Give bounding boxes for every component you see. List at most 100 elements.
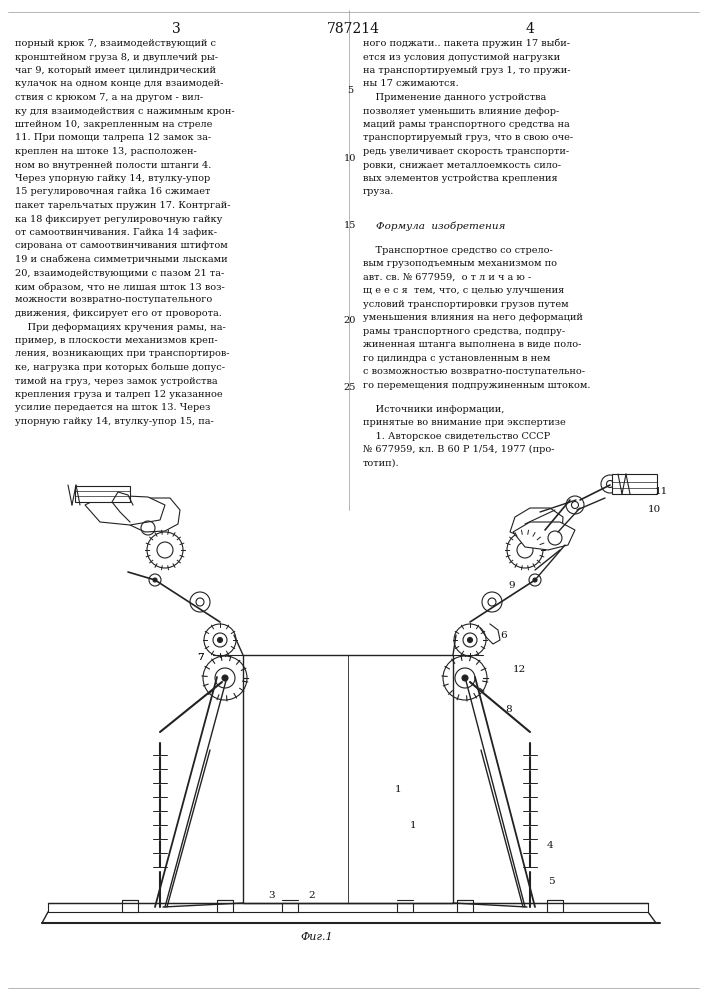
Text: Транспортное средство со стрело-: Транспортное средство со стрело-: [363, 246, 553, 255]
Text: пакет тарельчатых пружин 17. Контргай-: пакет тарельчатых пружин 17. Контргай-: [15, 201, 230, 210]
Text: тимой на груз, через замок устройства: тимой на груз, через замок устройства: [15, 376, 218, 385]
Text: усилие передается на шток 13. Через: усилие передается на шток 13. Через: [15, 403, 211, 412]
Text: 11: 11: [655, 488, 668, 496]
Text: 10: 10: [648, 506, 661, 514]
Text: 787214: 787214: [327, 22, 380, 36]
Bar: [122, 900, 138, 912]
Text: крепления груза и талреп 12 указанное: крепления груза и талреп 12 указанное: [15, 390, 223, 399]
Text: вым грузоподъемным механизмом по: вым грузоподъемным механизмом по: [363, 259, 557, 268]
Text: на транспортируемый груз 1, то пружи-: на транспортируемый груз 1, то пружи-: [363, 66, 571, 75]
Text: 3: 3: [268, 890, 274, 900]
Circle shape: [467, 638, 472, 643]
Text: 7: 7: [197, 654, 204, 662]
Circle shape: [218, 638, 223, 643]
Text: чаг 9, который имеет цилиндрический: чаг 9, который имеет цилиндрический: [15, 66, 216, 75]
Text: 12: 12: [513, 666, 526, 674]
Circle shape: [153, 578, 157, 582]
Text: ка 18 фиксирует регулировочную гайку: ка 18 фиксирует регулировочную гайку: [15, 215, 223, 224]
Bar: [282, 900, 298, 912]
Text: 20: 20: [344, 316, 356, 325]
Text: 6: 6: [500, 631, 507, 640]
Polygon shape: [85, 495, 165, 525]
Text: щ е е с я  тем, что, с целью улучшения: щ е е с я тем, что, с целью улучшения: [363, 286, 564, 295]
Text: 19 и снабжена симметричными лысками: 19 и снабжена симметричными лысками: [15, 255, 228, 264]
Bar: [547, 900, 563, 912]
Text: ления, возникающих при транспортиров-: ления, возникающих при транспортиров-: [15, 350, 230, 359]
Text: тотип).: тотип).: [363, 459, 399, 468]
Text: принятые во внимание при экспертизе: принятые во внимание при экспертизе: [363, 418, 566, 427]
Text: 1: 1: [410, 820, 416, 830]
Text: ного поджати.. пакета пружин 17 выби-: ного поджати.. пакета пружин 17 выби-: [363, 39, 570, 48]
Text: 3: 3: [172, 22, 180, 36]
Text: от самоотвинчивания. Гайка 14 зафик-: от самоотвинчивания. Гайка 14 зафик-: [15, 228, 217, 237]
Circle shape: [222, 675, 228, 681]
Text: 4: 4: [525, 22, 534, 36]
Text: 1. Авторское свидетельство СССР: 1. Авторское свидетельство СССР: [363, 432, 550, 441]
Polygon shape: [42, 912, 656, 923]
Text: 4: 4: [547, 840, 554, 850]
Text: штейном 10, закрепленным на стреле: штейном 10, закрепленным на стреле: [15, 120, 212, 129]
Text: 5: 5: [347, 86, 353, 95]
Text: 10: 10: [344, 154, 356, 163]
Text: креплен на штоке 13, расположен-: креплен на штоке 13, расположен-: [15, 147, 197, 156]
Text: с возможностью возвратно-поступательно-: с возможностью возвратно-поступательно-: [363, 367, 585, 376]
Text: пример, в плоскости механизмов креп-: пример, в плоскости механизмов креп-: [15, 336, 218, 345]
Text: позволяет уменьшить влияние дефор-: позволяет уменьшить влияние дефор-: [363, 106, 559, 115]
Text: 20, взаимодействующими с пазом 21 та-: 20, взаимодействующими с пазом 21 та-: [15, 268, 224, 277]
Bar: [75, 486, 130, 502]
Text: 2: 2: [308, 890, 315, 900]
Text: Через упорную гайку 14, втулку-упор: Через упорную гайку 14, втулку-упор: [15, 174, 210, 183]
Text: рамы транспортного средства, подпру-: рамы транспортного средства, подпру-: [363, 327, 565, 336]
Text: ровки, снижает металлоемкость сило-: ровки, снижает металлоемкость сило-: [363, 160, 561, 169]
Text: сирована от самоотвинчивания штифтом: сирована от самоотвинчивания штифтом: [15, 241, 228, 250]
Text: редь увеличивает скорость транспорти-: редь увеличивает скорость транспорти-: [363, 147, 569, 156]
Text: ким образом, что не лишая шток 13 воз-: ким образом, что не лишая шток 13 воз-: [15, 282, 225, 292]
Text: ку для взаимодействия с нажимным крон-: ку для взаимодействия с нажимным крон-: [15, 106, 235, 115]
Bar: [457, 900, 473, 912]
Text: авт. св. № 677959,  о т л и ч а ю -: авт. св. № 677959, о т л и ч а ю -: [363, 273, 531, 282]
Text: кронштейном груза 8, и двуплечий ры-: кронштейном груза 8, и двуплечий ры-: [15, 52, 218, 62]
Bar: [612, 474, 657, 494]
Polygon shape: [513, 522, 575, 550]
Text: № 677959, кл. В 60 Р 1/54, 1977 (про-: № 677959, кл. В 60 Р 1/54, 1977 (про-: [363, 445, 554, 454]
Bar: [243, 655, 453, 903]
Bar: [397, 900, 413, 912]
Text: ствия с крюком 7, а на другом - вил-: ствия с крюком 7, а на другом - вил-: [15, 93, 203, 102]
Circle shape: [533, 578, 537, 582]
Polygon shape: [510, 508, 563, 538]
Text: Применение данного устройства: Применение данного устройства: [363, 93, 547, 102]
Text: го перемещения подпружиненным штоком.: го перемещения подпружиненным штоком.: [363, 381, 590, 390]
Text: Фиг.1: Фиг.1: [300, 932, 332, 942]
Text: 5: 5: [548, 878, 554, 886]
Bar: [48, 903, 648, 912]
Text: кулачок на одном конце для взаимодей-: кулачок на одном конце для взаимодей-: [15, 80, 223, 89]
Text: условий транспортировки грузов путем: условий транспортировки грузов путем: [363, 300, 568, 309]
Text: транспортируемый груз, что в свою оче-: транспортируемый груз, что в свою оче-: [363, 133, 573, 142]
Text: можности возвратно-поступательного: можности возвратно-поступательного: [15, 296, 212, 304]
Text: жиненная штанга выполнена в виде поло-: жиненная штанга выполнена в виде поло-: [363, 340, 581, 349]
Bar: [217, 900, 233, 912]
Text: 15 регулировочная гайка 16 сжимает: 15 регулировочная гайка 16 сжимает: [15, 188, 211, 196]
Text: 1: 1: [395, 786, 402, 794]
Text: маций рамы транспортного средства на: маций рамы транспортного средства на: [363, 120, 570, 129]
Text: ется из условия допустимой нагрузки: ется из условия допустимой нагрузки: [363, 52, 560, 62]
Circle shape: [462, 675, 468, 681]
Text: Формула  изобретения: Формула изобретения: [376, 221, 506, 231]
Text: 25: 25: [344, 383, 356, 392]
Text: 15: 15: [344, 221, 356, 230]
Text: уменьшения влияния на него деформаций: уменьшения влияния на него деформаций: [363, 313, 583, 322]
Text: движения, фиксирует его от проворота.: движения, фиксирует его от проворота.: [15, 309, 222, 318]
Text: При деформациях кручения рамы, на-: При деформациях кручения рамы, на-: [15, 322, 226, 332]
Text: 7: 7: [197, 654, 204, 662]
Text: ны 17 сжимаются.: ны 17 сжимаются.: [363, 80, 459, 89]
Text: 9: 9: [508, 580, 515, 589]
Text: го цилиндра с установленным в нем: го цилиндра с установленным в нем: [363, 354, 550, 363]
Text: 8: 8: [505, 706, 512, 714]
Text: ном во внутренней полости штанги 4.: ном во внутренней полости штанги 4.: [15, 160, 211, 169]
Text: порный крюк 7, взаимодействующий с: порный крюк 7, взаимодействующий с: [15, 39, 216, 48]
Text: Источники информации,: Источники информации,: [363, 405, 504, 414]
Text: груза.: груза.: [363, 188, 395, 196]
Text: 11. При помощи талрепа 12 замок за-: 11. При помощи талрепа 12 замок за-: [15, 133, 211, 142]
Text: вых элементов устройства крепления: вых элементов устройства крепления: [363, 174, 558, 183]
Text: упорную гайку 14, втулку-упор 15, па-: упорную гайку 14, втулку-упор 15, па-: [15, 417, 214, 426]
